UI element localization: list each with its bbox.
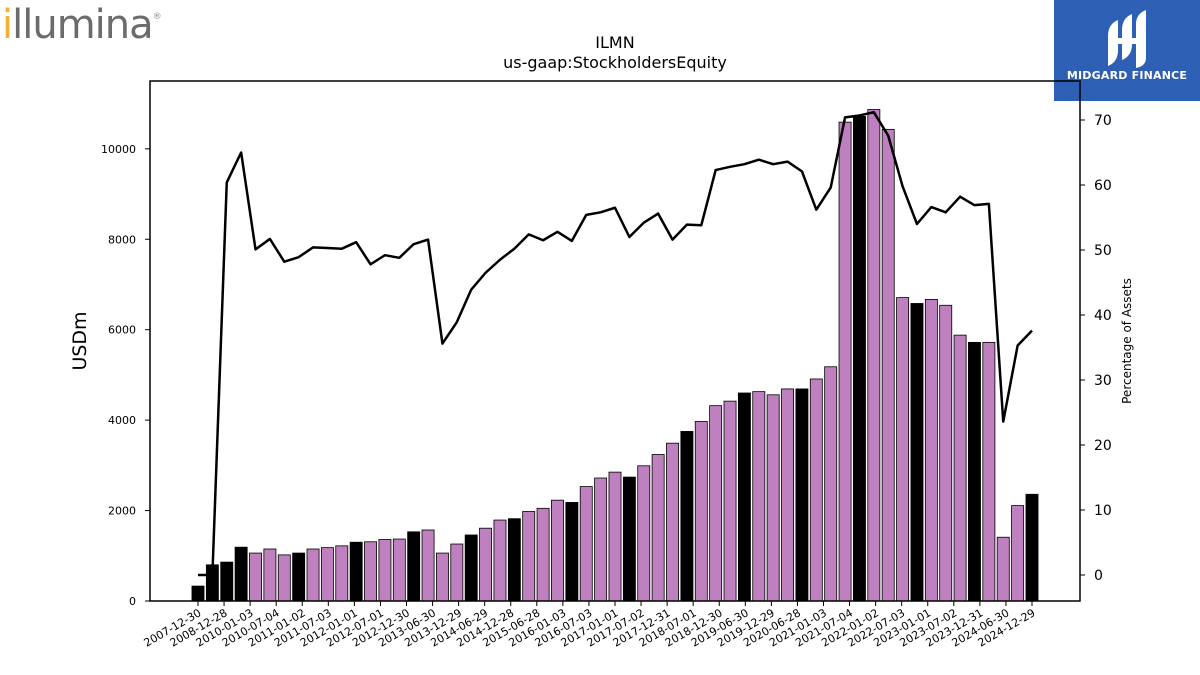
bar-quarter bbox=[594, 477, 608, 602]
chart-subtitle: us-gaap:StockholdersEquity bbox=[503, 53, 727, 72]
bar-annual bbox=[853, 115, 866, 602]
y2-tick-label: 20 bbox=[1094, 438, 1112, 454]
bar-quarter bbox=[1011, 505, 1025, 602]
midgard-finance-label: MIDGARD FINANCE bbox=[1066, 69, 1188, 82]
bar-annual bbox=[795, 388, 809, 602]
bar-annual bbox=[507, 518, 521, 602]
bar-annual bbox=[565, 502, 579, 602]
line-layer bbox=[198, 110, 1033, 577]
bar-quarter bbox=[306, 548, 320, 602]
bar-quarter bbox=[781, 388, 794, 602]
bars-layer bbox=[191, 109, 1039, 602]
bar-quarter bbox=[924, 298, 938, 602]
bar-quarter bbox=[392, 538, 406, 602]
bar-quarter bbox=[996, 536, 1010, 602]
bar-quarter bbox=[421, 529, 435, 602]
y2-tick-label: 50 bbox=[1094, 243, 1112, 259]
bar-quarter bbox=[479, 527, 493, 602]
bar-quarter bbox=[493, 519, 507, 602]
x-axis: 2007-12-302008-12-282010-01-032010-07-04… bbox=[142, 601, 1038, 650]
bar-quarter bbox=[824, 366, 838, 602]
bar-quarter bbox=[579, 486, 593, 602]
bar-annual bbox=[191, 585, 205, 602]
bar-quarter bbox=[536, 507, 550, 602]
bar-quarter bbox=[263, 548, 277, 602]
bar-annual bbox=[349, 541, 363, 602]
y-tick-label: 10000 bbox=[101, 143, 136, 156]
bar-quarter bbox=[378, 539, 392, 602]
bar-annual bbox=[680, 431, 694, 602]
y-tick-label: 8000 bbox=[108, 233, 136, 246]
bar-quarter bbox=[551, 499, 564, 602]
y2-tick-label: 60 bbox=[1094, 178, 1112, 194]
y2-tick-label: 10 bbox=[1094, 503, 1112, 519]
bar-quarter bbox=[320, 547, 334, 602]
bar-quarter bbox=[838, 121, 852, 602]
bar-quarter bbox=[249, 552, 262, 602]
bar-annual bbox=[737, 392, 751, 602]
bar-annual bbox=[910, 303, 924, 602]
bar-quarter bbox=[694, 421, 708, 602]
bar-quarter bbox=[277, 554, 291, 602]
bar-annual bbox=[234, 546, 248, 602]
y2-tick-label: 30 bbox=[1094, 373, 1112, 389]
bar-quarter bbox=[666, 442, 679, 602]
bar-annual bbox=[407, 531, 421, 602]
y-tick-label: 2000 bbox=[108, 505, 136, 518]
bar-quarter bbox=[752, 391, 766, 602]
bar-quarter bbox=[651, 454, 665, 602]
bar-annual bbox=[220, 561, 234, 602]
bar-annual bbox=[968, 341, 981, 602]
chart-title: ILMN bbox=[595, 33, 634, 52]
midgard-finance-logo: MIDGARD FINANCE bbox=[1054, 0, 1200, 101]
y-tick-label: 4000 bbox=[108, 414, 136, 427]
bar-quarter bbox=[881, 128, 895, 602]
y-axis-left: 0 2000 4000 6000 8000 10000 bbox=[101, 143, 150, 608]
bar-quarter bbox=[982, 341, 996, 602]
y-tick-label: 0 bbox=[129, 595, 136, 608]
bar-quarter bbox=[723, 400, 737, 602]
bar-annual bbox=[292, 552, 306, 602]
bar-quarter bbox=[953, 334, 967, 602]
bar-annual bbox=[464, 534, 478, 602]
illumina-logo: illumina® bbox=[2, 2, 162, 48]
bar-quarter bbox=[450, 543, 464, 602]
y2-axis-label: Percentage of Assets bbox=[1120, 278, 1134, 404]
bar-quarter bbox=[809, 378, 823, 602]
bar-quarter bbox=[637, 465, 651, 602]
y-axis-label: USDm bbox=[69, 311, 91, 370]
bar-quarter bbox=[608, 471, 622, 602]
bar-quarter bbox=[709, 405, 723, 602]
y-axis-right: 0 10 20 30 40 50 60 70 bbox=[1080, 113, 1112, 584]
y-tick-label: 6000 bbox=[108, 324, 136, 337]
bar-quarter bbox=[766, 394, 780, 602]
bar-annual bbox=[622, 476, 636, 602]
bar-annual bbox=[1025, 493, 1039, 602]
y2-tick-label: 40 bbox=[1094, 308, 1112, 324]
bar-quarter bbox=[335, 545, 349, 602]
bar-quarter bbox=[436, 552, 449, 602]
midgard-mark-icon bbox=[1108, 10, 1146, 68]
bar-quarter bbox=[364, 541, 377, 602]
y2-tick-label: 0 bbox=[1094, 568, 1103, 584]
bar-quarter bbox=[939, 304, 953, 602]
bar-quarter bbox=[522, 511, 536, 602]
bar-quarter bbox=[867, 109, 881, 602]
bar-quarter bbox=[896, 297, 910, 602]
series-line-percentage-of-assets bbox=[198, 110, 1033, 577]
y2-tick-label: 70 bbox=[1094, 113, 1112, 129]
